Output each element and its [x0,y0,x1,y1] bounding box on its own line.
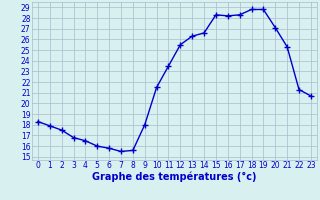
X-axis label: Graphe des températures (°c): Graphe des températures (°c) [92,172,257,182]
